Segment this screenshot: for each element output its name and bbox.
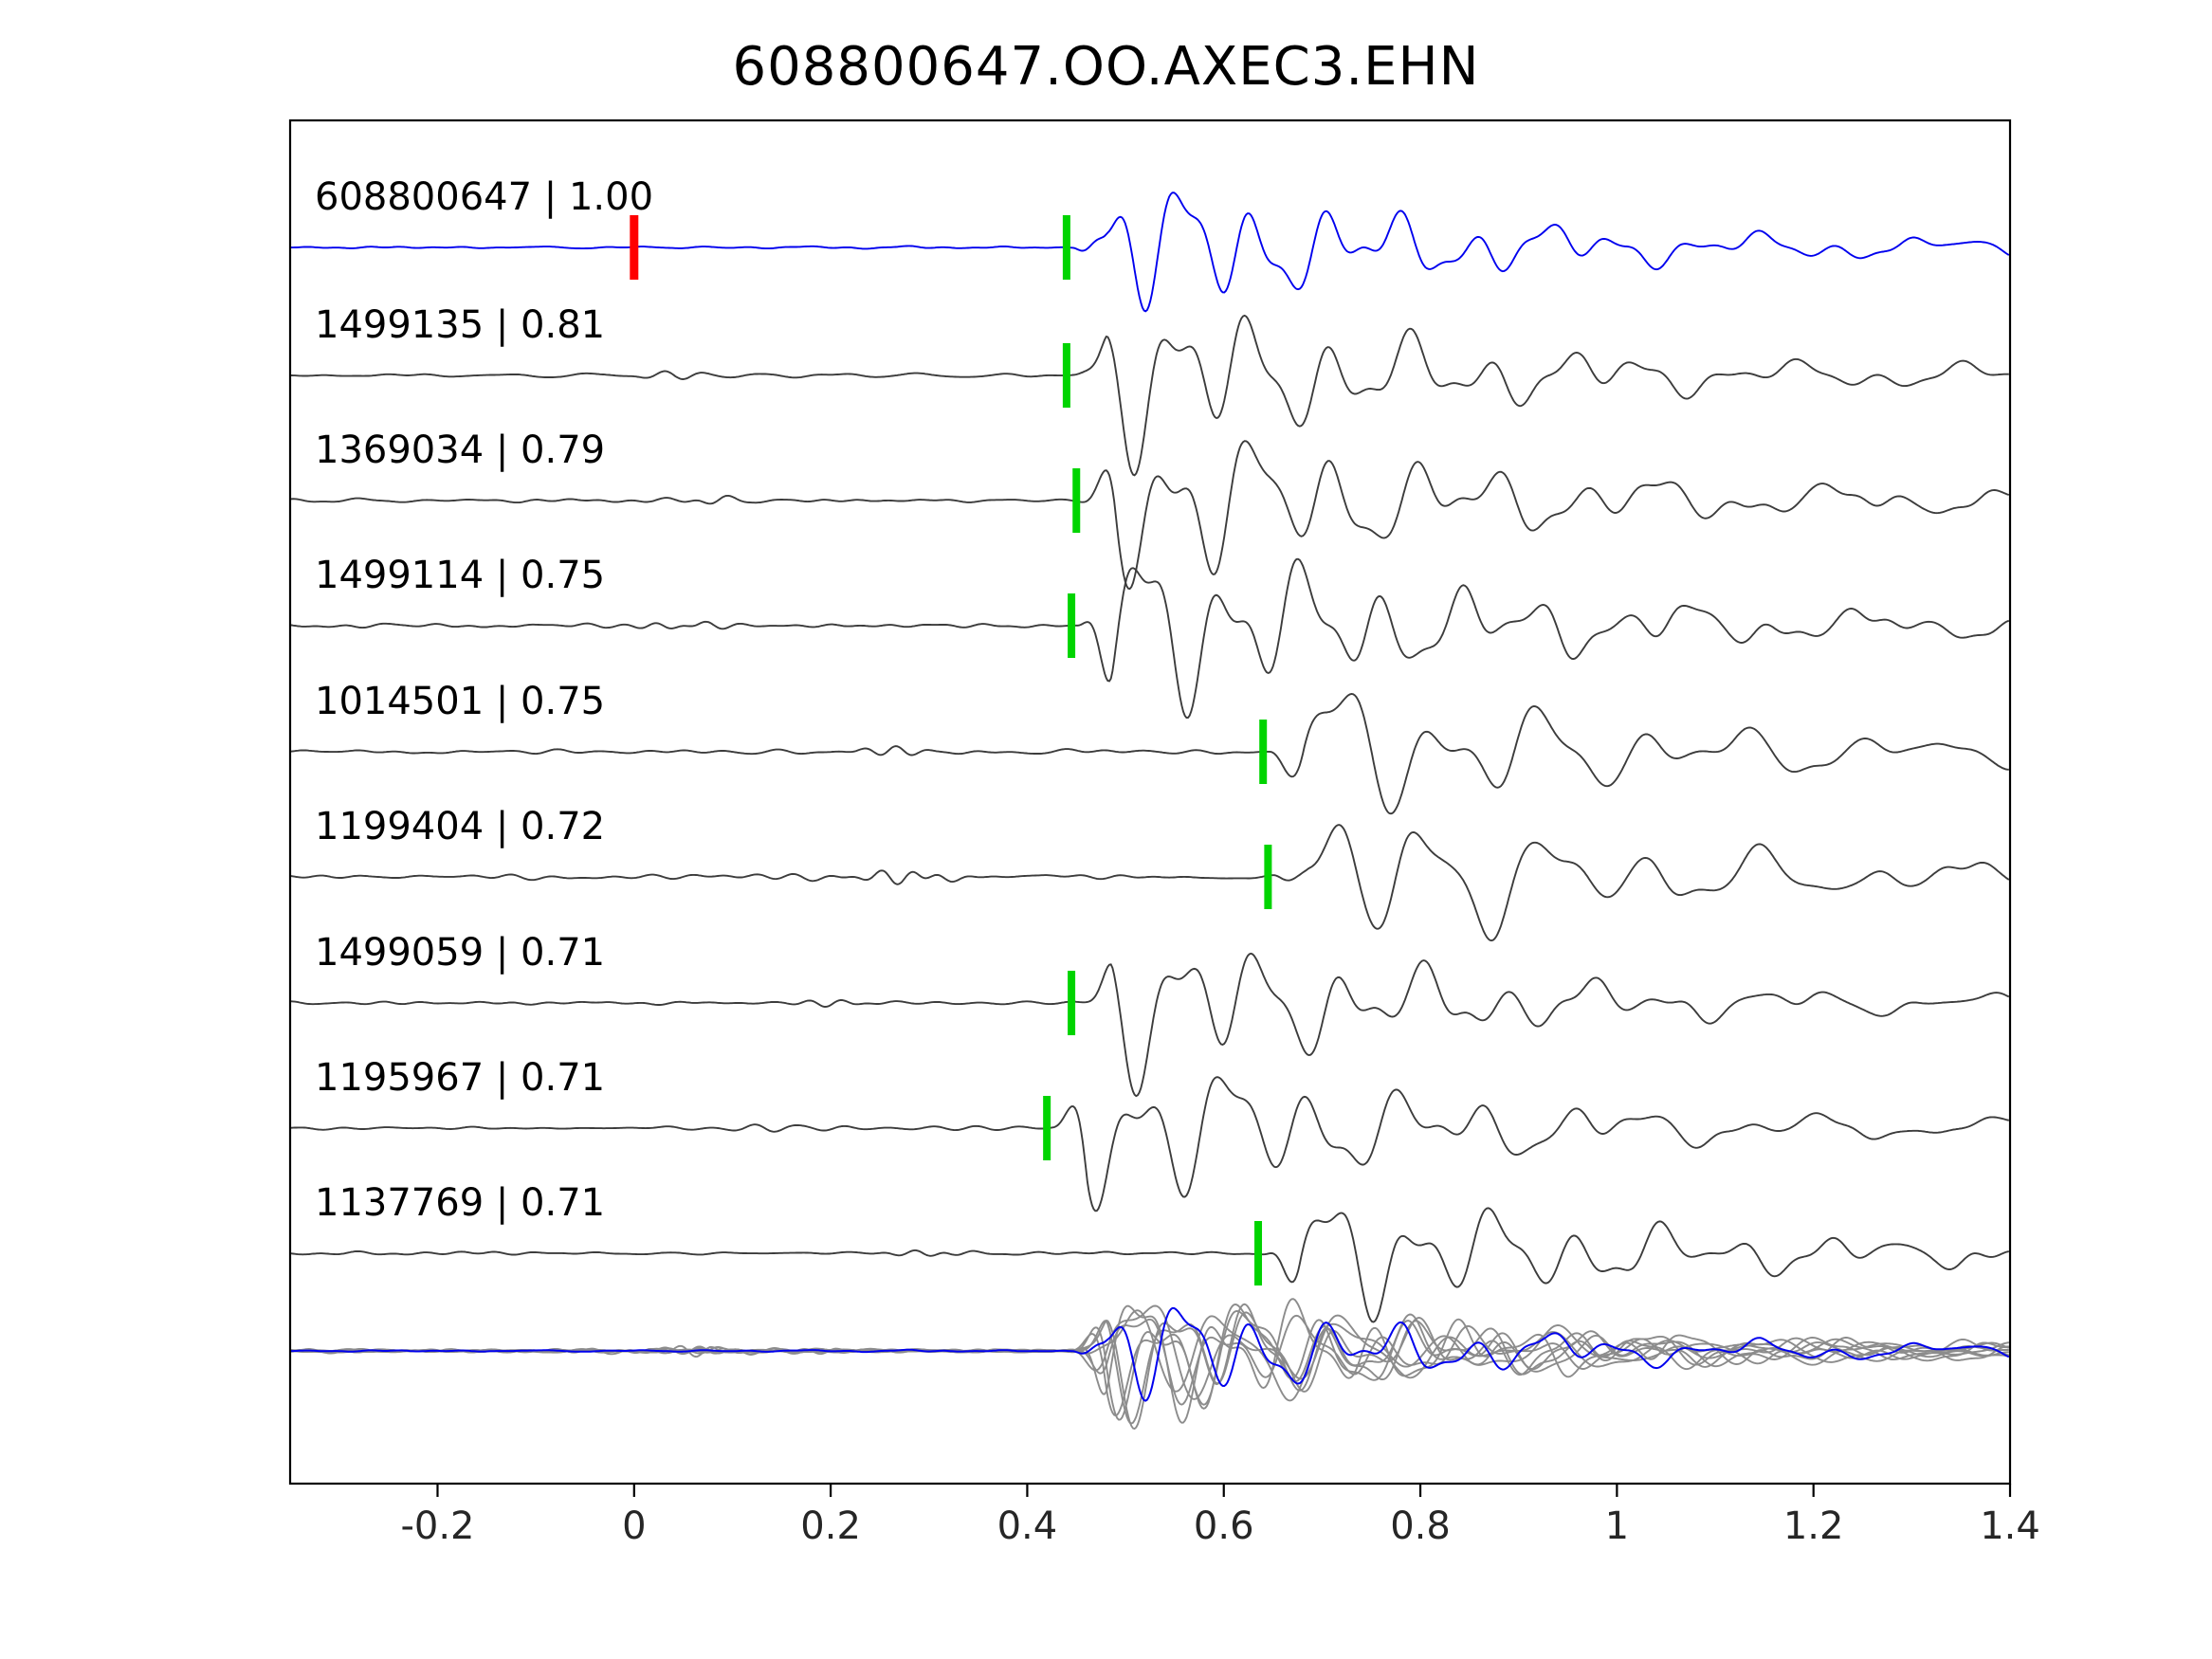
waveform-trace bbox=[290, 440, 2010, 591]
waveform-trace bbox=[290, 1076, 2010, 1212]
x-tick-label: 0.8 bbox=[1390, 1504, 1451, 1548]
x-tick-label: 0 bbox=[622, 1504, 646, 1548]
waveform-trace-reference bbox=[290, 191, 2010, 313]
x-tick-label: 0.4 bbox=[997, 1504, 1058, 1548]
trace-label: 1499135 | 0.81 bbox=[315, 303, 605, 347]
x-tick-label: 0.2 bbox=[800, 1504, 861, 1548]
trace-label: 1499114 | 0.75 bbox=[315, 554, 605, 597]
trace-label: 608800647 | 1.00 bbox=[315, 175, 653, 219]
x-tick-label: 1.2 bbox=[1783, 1504, 1844, 1548]
trace-label: 1369034 | 0.79 bbox=[315, 428, 605, 472]
trace-label: 1499059 | 0.71 bbox=[315, 931, 605, 975]
waveform-trace bbox=[290, 693, 2009, 815]
waveform-trace bbox=[290, 952, 2010, 1098]
waveform-trace bbox=[290, 1207, 2010, 1323]
x-tick-label: -0.2 bbox=[400, 1504, 474, 1548]
trace-label: 1199404 | 0.72 bbox=[315, 805, 605, 848]
plot-border bbox=[288, 118, 2012, 1486]
trace-label: 1195967 | 0.71 bbox=[315, 1056, 605, 1100]
x-tick-label: 0.6 bbox=[1194, 1504, 1254, 1548]
waveform-trace bbox=[290, 824, 2010, 942]
trace-label: 1137769 | 0.71 bbox=[315, 1181, 605, 1225]
overlay-trace bbox=[290, 1303, 2009, 1431]
plot-title: 608800647.OO.AXEC3.EHN bbox=[732, 36, 1480, 98]
x-tick-label: 1 bbox=[1605, 1504, 1629, 1548]
trace-label: 1014501 | 0.75 bbox=[315, 680, 605, 723]
overlay-trace-reference bbox=[290, 1306, 2010, 1402]
waveform-trace bbox=[290, 314, 2009, 477]
x-tick-label: 1.4 bbox=[1980, 1504, 2040, 1548]
waveform-trace bbox=[290, 557, 2010, 720]
